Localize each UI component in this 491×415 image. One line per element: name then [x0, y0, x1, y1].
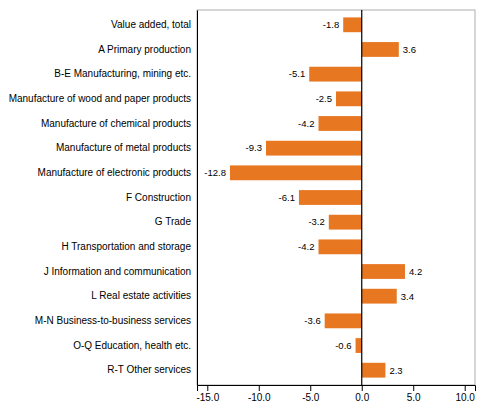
y-tick-label: R-T Other services: [107, 364, 191, 375]
y-tick-label: O-Q Education, health etc.: [73, 340, 191, 351]
data-label: -4.2: [298, 118, 314, 129]
x-tick-mark: [207, 385, 208, 391]
bar: [362, 363, 386, 378]
y-tick-label: Manufacture of electronic products: [38, 167, 191, 178]
x-tick: -15.0: [196, 385, 219, 403]
x-tick-mark: [413, 385, 414, 391]
y-tick-label: M-N Business-to-business services: [35, 315, 191, 326]
bar: [318, 116, 361, 131]
x-tick-label: -10.0: [248, 392, 271, 403]
data-label: -4.2: [298, 241, 314, 252]
y-tick-label: F Construction: [126, 192, 191, 203]
x-tick-mark: [465, 385, 466, 391]
data-label: -3.2: [308, 216, 324, 227]
x-tick: 10.0: [455, 385, 475, 403]
x-tick-label: 0.0: [355, 392, 369, 403]
bar: [356, 338, 362, 353]
y-tick: Manufacture of chemical products: [41, 118, 197, 129]
x-tick-label: -15.0: [196, 392, 219, 403]
y-tick-label: Value added, total: [111, 19, 191, 30]
x-tick-mark: [362, 385, 363, 391]
data-label: 2.3: [389, 365, 402, 376]
data-label: -0.6: [335, 340, 351, 351]
data-label: 3.4: [401, 291, 414, 302]
bars: [230, 10, 405, 385]
y-tick: G Trade: [155, 216, 197, 227]
bar: [343, 17, 362, 32]
y-tick: Manufacture of metal products: [56, 142, 197, 153]
y-tick-label: Manufacture of metal products: [56, 142, 191, 153]
x-tick: -10.0: [248, 385, 271, 403]
x-tick-label: 5.0: [407, 392, 421, 403]
data-labels: 2.3 -0.6 -3.6 3.4 4.2 -4.2 -3.2 -6.1 -12.8 -9.3 -4…: [204, 19, 422, 375]
data-label: 3.6: [403, 44, 416, 55]
data-label: -6.1: [279, 192, 295, 203]
bar: [362, 264, 405, 279]
data-label: -2.5: [316, 93, 332, 104]
y-tick: O-Q Education, health etc.: [73, 340, 197, 351]
y-tick: Manufacture of electronic products: [38, 167, 197, 178]
data-label: -3.6: [304, 315, 320, 326]
bar: [362, 289, 397, 304]
x-tick-label: 10.0: [455, 392, 475, 403]
bar: [325, 313, 362, 328]
plot: -15.0 -10.0 -5.0 0.0 5.0 10.0 R-T Other servic…: [9, 10, 476, 403]
y-tick-label: J Information and communication: [44, 266, 191, 277]
bar: [266, 141, 362, 156]
x-tick-mark: [310, 385, 311, 391]
data-label: -9.3: [246, 142, 262, 153]
y-axis-line: [197, 11, 198, 386]
x-axis-line: [198, 386, 476, 392]
x-tick-label: -5.0: [302, 392, 320, 403]
x-axis: -15.0 -10.0 -5.0 0.0 5.0 10.0: [196, 385, 475, 403]
chart: -15.0 -10.0 -5.0 0.0 5.0 10.0 R-T Other servic…: [0, 0, 491, 415]
y-tick: R-T Other services: [107, 364, 197, 375]
y-tick: L Real estate activities: [91, 290, 197, 301]
y-tick-label: H Transportation and storage: [61, 241, 191, 252]
x-tick: 0.0: [355, 385, 369, 403]
bar: [318, 239, 361, 254]
bar: [329, 215, 362, 230]
y-tick: M-N Business-to-business services: [35, 315, 197, 326]
data-label: 4.2: [409, 266, 422, 277]
y-tick: B-E Manufacturing, mining etc.: [54, 68, 197, 79]
bar: [309, 67, 362, 82]
y-tick: Manufacture of wood and paper products: [9, 93, 197, 104]
x-tick-mark: [259, 385, 260, 391]
x-tick: 5.0: [407, 385, 421, 403]
y-tick-label: Manufacture of chemical products: [41, 118, 191, 129]
y-tick-label: G Trade: [155, 216, 192, 227]
y-tick: H Transportation and storage: [61, 241, 197, 252]
data-label: -5.1: [289, 68, 305, 79]
y-axis: R-T Other services O-Q Education, health …: [9, 11, 198, 386]
y-tick: Value added, total: [111, 19, 197, 30]
data-label: -1.8: [323, 19, 339, 30]
y-tick: J Information and communication: [44, 266, 197, 277]
y-tick-label: B-E Manufacturing, mining etc.: [54, 68, 191, 79]
x-tick: -5.0: [302, 385, 320, 403]
bar: [336, 91, 362, 106]
bar: [230, 165, 362, 180]
y-tick-label: L Real estate activities: [91, 290, 191, 301]
y-tick: A Primary production: [98, 44, 197, 55]
y-tick-label: A Primary production: [98, 44, 191, 55]
plot-frame: [197, 10, 475, 385]
zero-line: [361, 10, 362, 385]
bar: [362, 42, 399, 57]
bar: [299, 190, 362, 205]
y-tick-label: Manufacture of wood and paper products: [9, 93, 191, 104]
y-tick: F Construction: [126, 192, 197, 203]
data-label: -12.8: [204, 167, 226, 178]
